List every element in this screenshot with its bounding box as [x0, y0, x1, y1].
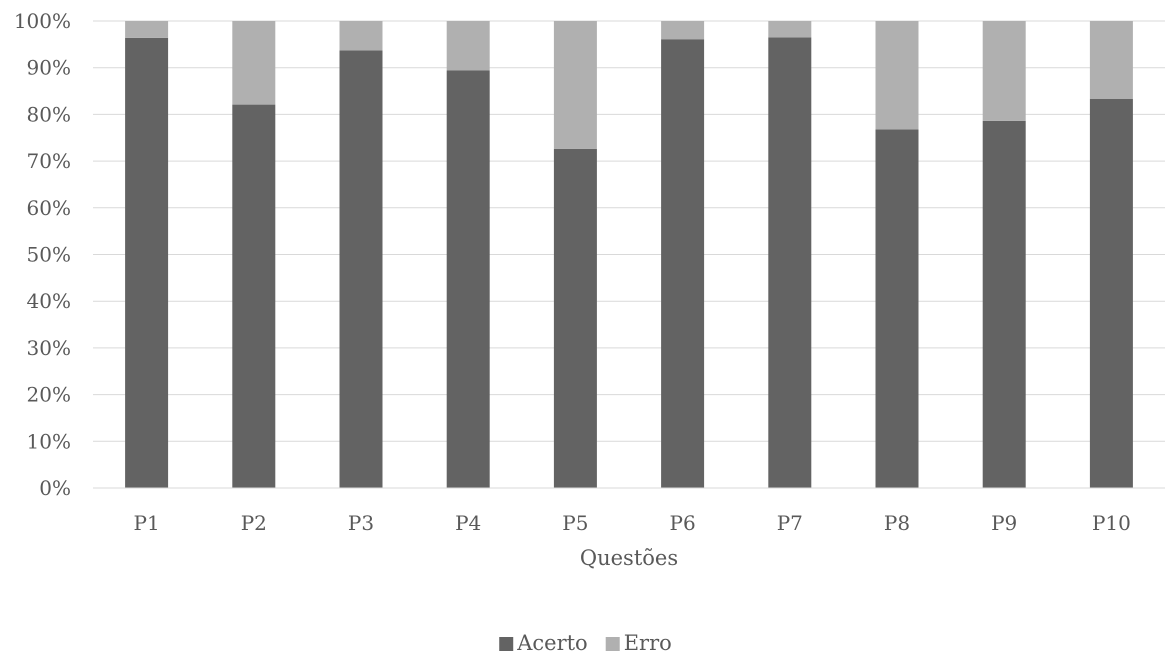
bar-erro-p9 [982, 21, 1026, 121]
legend-label-erro: Erro [624, 631, 672, 655]
x-axis-title: Questões [580, 546, 678, 570]
bar-acerto-p5 [553, 148, 597, 488]
x-tick-label: P2 [241, 511, 267, 535]
y-tick-label: 40% [27, 289, 71, 313]
x-tick-label: P6 [670, 511, 696, 535]
y-tick-label: 30% [27, 336, 71, 360]
bar-acerto-p10 [1089, 98, 1133, 488]
bar-acerto-p6 [661, 39, 705, 488]
bar-erro-p1 [125, 21, 169, 38]
bar-erro-p3 [339, 21, 383, 51]
bar-acerto-p1 [125, 37, 169, 488]
y-axis-tick-labels: 0% 10% 20% 30% 40% 50% 60% 70% 80% 90% 100% [14, 9, 71, 500]
legend-label-acerto: Acerto [516, 631, 587, 655]
bar-erro-p8 [875, 21, 919, 130]
bar-acerto-p8 [875, 129, 919, 488]
x-tick-label: P7 [777, 511, 803, 535]
bar-erro-p10 [1089, 21, 1133, 99]
bar-acerto-p2 [232, 104, 276, 488]
bar-erro-p7 [768, 21, 812, 38]
bar-erro-p2 [232, 21, 276, 105]
legend-swatch-acerto [499, 637, 514, 651]
legend: Acerto Erro [499, 631, 672, 655]
x-tick-label: P1 [134, 511, 160, 535]
y-tick-label: 60% [27, 196, 71, 220]
y-tick-label: 50% [27, 243, 71, 267]
bar-acerto-p4 [446, 70, 490, 488]
bars [125, 21, 1133, 489]
x-tick-label: P5 [562, 511, 588, 535]
x-tick-label: P9 [991, 511, 1017, 535]
y-tick-label: 10% [27, 429, 71, 453]
x-tick-label: P10 [1092, 511, 1131, 535]
bar-erro-p6 [661, 21, 705, 40]
y-tick-label: 70% [27, 149, 71, 173]
y-tick-label: 0% [39, 476, 71, 500]
y-tick-label: 20% [27, 383, 71, 407]
bar-erro-p4 [446, 21, 490, 71]
bar-acerto-p7 [768, 37, 812, 488]
x-tick-label: P8 [884, 511, 910, 535]
y-tick-label: 80% [27, 102, 71, 126]
x-tick-label: P4 [455, 511, 481, 535]
bar-erro-p5 [553, 21, 597, 149]
y-tick-label: 90% [27, 56, 71, 80]
bar-acerto-p9 [982, 120, 1026, 489]
y-tick-label: 100% [14, 9, 71, 33]
x-tick-label: P3 [348, 511, 374, 535]
bar-acerto-p3 [339, 50, 383, 489]
x-axis-tick-labels: P1 P2 P3 P4 P5 P6 P7 P8 P9 P10 [134, 511, 1131, 535]
legend-swatch-erro [605, 637, 620, 651]
